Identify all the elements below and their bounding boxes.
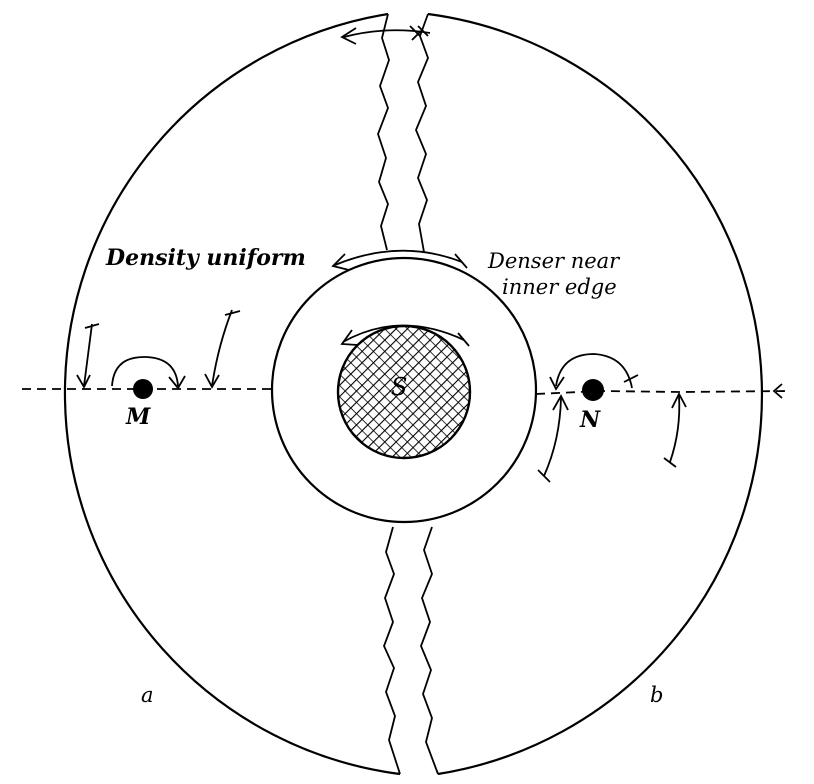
inner-ring <box>270 256 538 524</box>
lower-fissure-left-edge <box>383 526 401 775</box>
rim-rotation-feather <box>409 25 429 41</box>
right-region-label-line2: inner edge <box>502 275 617 299</box>
right-field-arrow-2 <box>669 395 681 463</box>
body-m-dot <box>133 379 153 399</box>
body-n-loop-arrowhead <box>549 376 565 391</box>
body-n-dot <box>582 379 604 401</box>
left-field-arrow-2-tick <box>224 310 241 316</box>
left-region-label: Density uniform <box>106 245 306 271</box>
outer-rim-right <box>427 12 764 776</box>
right-field-arrow-1-head <box>552 394 569 411</box>
body-m-label: M <box>126 404 151 430</box>
right-field-arrow-1-tick <box>537 469 551 483</box>
ring-rotation-arrow <box>334 249 463 266</box>
sun-rotation-arrow <box>342 324 465 343</box>
body-m-loop-arrowhead <box>168 375 186 390</box>
upper-fissure-left-edge <box>377 13 390 251</box>
left-field-arrow-1-tick <box>84 323 100 329</box>
upper-fissure-right-edge <box>415 13 429 253</box>
sun-label: S <box>391 373 408 401</box>
sun-rotation-tick <box>457 332 470 347</box>
left-field-arrow-2-head <box>204 373 220 389</box>
lower-fissure-right-edge <box>420 526 439 775</box>
right-field-arrow-2-tick <box>663 457 677 468</box>
rim-right-arrowhead <box>772 383 783 399</box>
ring-rotation-arrowhead <box>331 253 350 271</box>
body-n-loop <box>555 353 633 389</box>
rim-rotation-arrowhead <box>340 27 357 45</box>
right-field-arrow-2-head <box>671 392 687 409</box>
left-field-arrow-1-head <box>76 374 91 389</box>
left-half-label: a <box>141 683 154 707</box>
outer-rim-left <box>63 12 401 776</box>
right-half-label: b <box>650 683 664 707</box>
left-field-arrow-2 <box>211 309 233 387</box>
left-field-arrow-1 <box>83 323 93 387</box>
sun-rotation-arrowhead <box>340 329 359 346</box>
body-n-loop-tick <box>623 374 639 383</box>
right-field-arrow-1 <box>543 397 562 477</box>
ring-rotation-tick <box>454 253 468 269</box>
body-m-loop <box>111 356 179 387</box>
body-n-label: N <box>580 407 601 433</box>
right-region-label-line1: Denser near <box>488 249 620 273</box>
orbit-line-right <box>535 390 791 395</box>
